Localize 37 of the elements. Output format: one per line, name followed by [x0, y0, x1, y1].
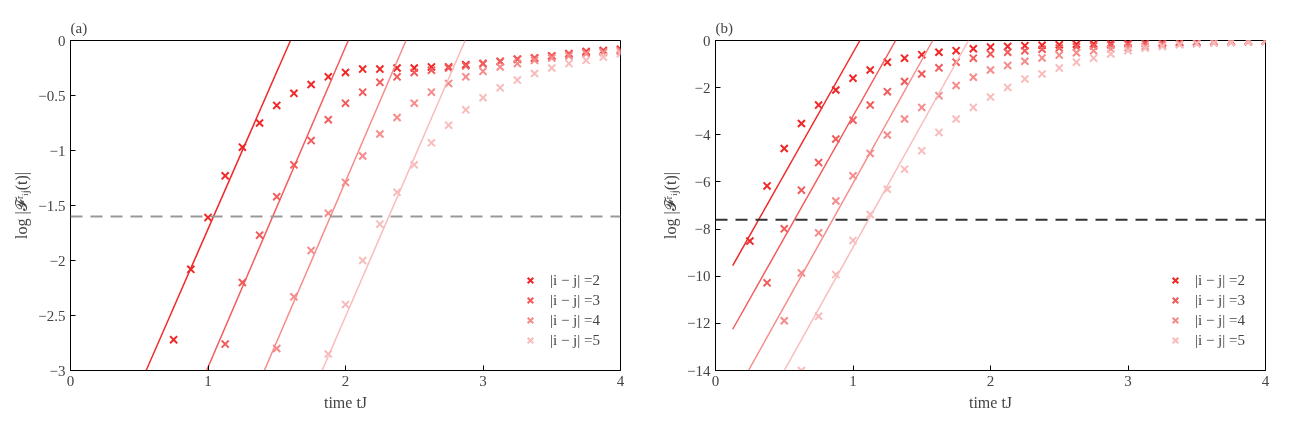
y-tick-label: −8 — [694, 221, 711, 238]
x-tick-label: 3 — [479, 372, 487, 389]
y-tick-label: −1.5 — [38, 197, 66, 214]
y-axis-title: log |𝓕ʳᵢⱼ(t)| — [662, 171, 681, 240]
legend-label: |i − j| =4 — [549, 311, 600, 329]
legend-label: |i − j| =3 — [549, 291, 600, 309]
y-tick-label: −2 — [49, 252, 66, 269]
legend-label: |i − j| =4 — [1194, 311, 1245, 329]
y-tick-label: 0 — [58, 32, 66, 49]
x-tick-label: 1 — [849, 372, 857, 389]
y-tick-label: −2.5 — [38, 307, 66, 324]
y-tick-label: −3 — [49, 362, 66, 379]
x-tick-label: 1 — [204, 372, 212, 389]
y-tick-label: −14 — [687, 362, 711, 379]
y-tick-label: −0.5 — [38, 87, 66, 104]
y-tick-label: −2 — [694, 79, 711, 96]
legend-label: |i − j| =2 — [549, 271, 600, 289]
legend-label: |i − j| =2 — [1194, 271, 1245, 289]
legend-label: |i − j| =5 — [549, 331, 600, 349]
y-tick-label: −12 — [687, 315, 711, 332]
x-tick-label: 2 — [986, 372, 995, 389]
legend-label: |i − j| =5 — [1194, 331, 1245, 349]
chart-title: (a) — [70, 19, 88, 37]
x-tick-label: 4 — [1261, 372, 1270, 389]
y-tick-label: −6 — [694, 173, 711, 190]
x-tick-label: 4 — [616, 372, 625, 389]
y-tick-label: −4 — [694, 126, 711, 143]
x-tick-label: 3 — [1124, 372, 1132, 389]
y-tick-label: 0 — [703, 32, 711, 49]
x-tick-label: 2 — [341, 372, 350, 389]
y-tick-label: −1 — [49, 142, 66, 159]
chart-title: (b) — [715, 19, 733, 37]
legend-label: |i − j| =3 — [1194, 291, 1245, 309]
y-axis-title: log |𝓕ʳᵢⱼ(t)| — [13, 171, 32, 240]
x-axis-title: time tJ — [968, 393, 1013, 411]
y-tick-label: −10 — [687, 268, 711, 285]
x-axis-title: time tJ — [323, 393, 368, 411]
